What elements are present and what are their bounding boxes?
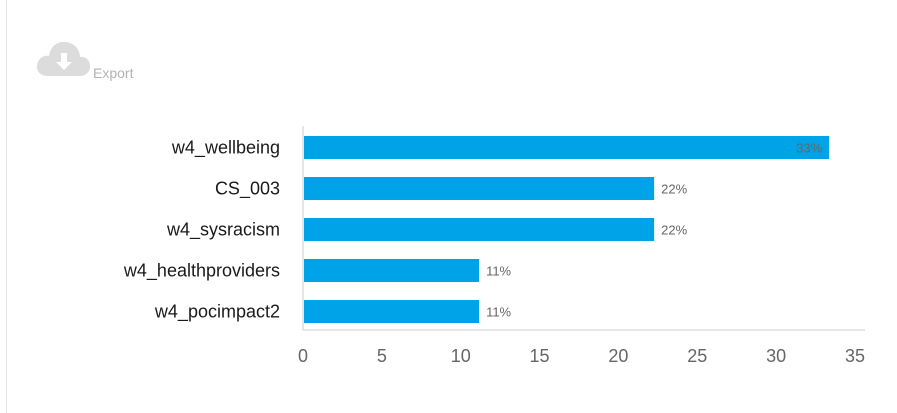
data-label: 11% bbox=[486, 305, 511, 320]
category-labels: w4_wellbeing CS_003 w4_sysracism w4_healthp… bbox=[123, 138, 280, 323]
bars bbox=[304, 136, 830, 323]
x-tick-label: 25 bbox=[687, 346, 707, 366]
axes bbox=[302, 126, 865, 331]
data-label: 11% bbox=[486, 264, 511, 279]
data-label: 33% bbox=[796, 141, 822, 156]
x-tick-label: 30 bbox=[766, 346, 786, 366]
category-label: w4_healthproviders bbox=[123, 261, 280, 282]
cloud-download-icon bbox=[36, 41, 91, 76]
category-label: w4_pocimpact2 bbox=[154, 302, 280, 323]
data-labels: 33% 22% 22% 11% 11% bbox=[486, 141, 823, 320]
bar bbox=[304, 300, 480, 323]
x-tick-label: 10 bbox=[451, 346, 471, 366]
bar bbox=[304, 259, 480, 282]
bar bbox=[304, 218, 655, 241]
bar bbox=[304, 177, 655, 200]
x-tick-labels: 0 5 10 15 20 25 30 35 bbox=[298, 346, 865, 366]
x-tick-label: 0 bbox=[298, 346, 308, 366]
category-label: CS_003 bbox=[215, 179, 280, 200]
panel-border bbox=[6, 0, 7, 413]
x-tick-label: 15 bbox=[530, 346, 550, 366]
data-label: 22% bbox=[661, 182, 687, 197]
category-label: w4_wellbeing bbox=[171, 138, 280, 159]
x-tick-label: 20 bbox=[608, 346, 628, 366]
x-tick-label: 5 bbox=[377, 346, 387, 366]
x-tick-label: 35 bbox=[845, 346, 865, 366]
bar bbox=[304, 136, 830, 159]
export-button[interactable]: Export bbox=[34, 36, 154, 86]
export-label: Export bbox=[93, 65, 134, 81]
category-label: w4_sysracism bbox=[166, 220, 280, 241]
data-label: 22% bbox=[661, 223, 687, 238]
